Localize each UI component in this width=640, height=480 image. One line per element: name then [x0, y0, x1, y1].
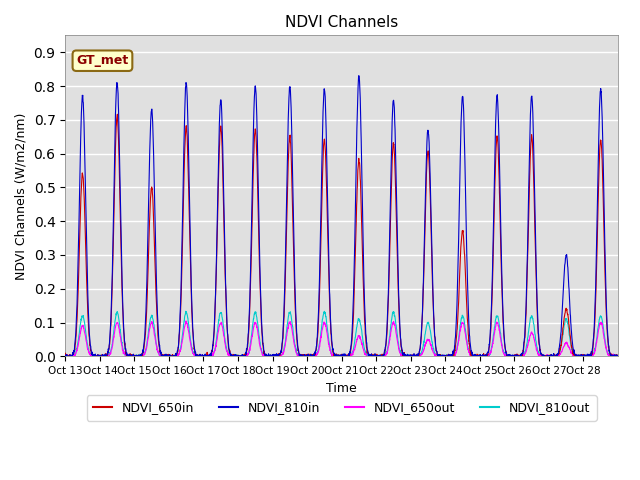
NDVI_650out — [540, 353, 547, 359]
NDVI_650in — [61, 351, 69, 357]
NDVI_650out — [236, 353, 244, 359]
Legend: NDVI_650in, NDVI_810in, NDVI_650out, NDVI_810out: NDVI_650in, NDVI_810in, NDVI_650out, NDV… — [86, 395, 596, 420]
NDVI_810out — [182, 308, 189, 314]
NDVI_650in — [375, 353, 383, 359]
NDVI_810in — [117, 215, 125, 220]
NDVI_650out — [607, 353, 614, 359]
NDVI_650in — [540, 353, 547, 359]
NDVI_810out — [540, 353, 547, 359]
NDVI_810in — [607, 352, 614, 358]
NDVI_650out — [182, 318, 190, 324]
NDVI_650out — [61, 353, 69, 359]
Line: NDVI_810out: NDVI_810out — [65, 311, 618, 356]
Title: NDVI Channels: NDVI Channels — [285, 15, 398, 30]
NDVI_650in — [509, 353, 516, 359]
NDVI_810in — [355, 73, 363, 79]
NDVI_810out — [116, 329, 124, 335]
NDVI_650out — [61, 353, 69, 359]
Text: GT_met: GT_met — [76, 54, 129, 67]
NDVI_810out — [508, 352, 516, 358]
NDVI_650in — [607, 353, 614, 359]
Line: NDVI_650out: NDVI_650out — [65, 321, 618, 356]
NDVI_810in — [61, 353, 69, 359]
NDVI_650in — [62, 353, 70, 359]
X-axis label: Time: Time — [326, 382, 357, 395]
Line: NDVI_650in: NDVI_650in — [65, 114, 618, 356]
NDVI_650out — [614, 352, 622, 358]
NDVI_810out — [614, 353, 622, 359]
NDVI_650in — [614, 353, 622, 359]
NDVI_650in — [236, 353, 244, 359]
NDVI_810out — [236, 353, 244, 359]
NDVI_650out — [375, 353, 383, 359]
NDVI_810out — [607, 353, 614, 359]
NDVI_810in — [540, 353, 547, 359]
NDVI_650in — [113, 111, 121, 117]
NDVI_810in — [614, 353, 622, 359]
NDVI_650out — [509, 353, 516, 359]
NDVI_810in — [509, 353, 516, 359]
Line: NDVI_810in: NDVI_810in — [65, 76, 618, 356]
NDVI_810out — [61, 353, 69, 359]
NDVI_810in — [61, 353, 69, 359]
NDVI_810in — [375, 352, 383, 358]
NDVI_650in — [117, 241, 125, 247]
NDVI_810in — [236, 353, 244, 359]
Y-axis label: NDVI Channels (W/m2/nm): NDVI Channels (W/m2/nm) — [15, 112, 28, 279]
NDVI_810out — [375, 353, 383, 359]
NDVI_650out — [117, 337, 125, 343]
